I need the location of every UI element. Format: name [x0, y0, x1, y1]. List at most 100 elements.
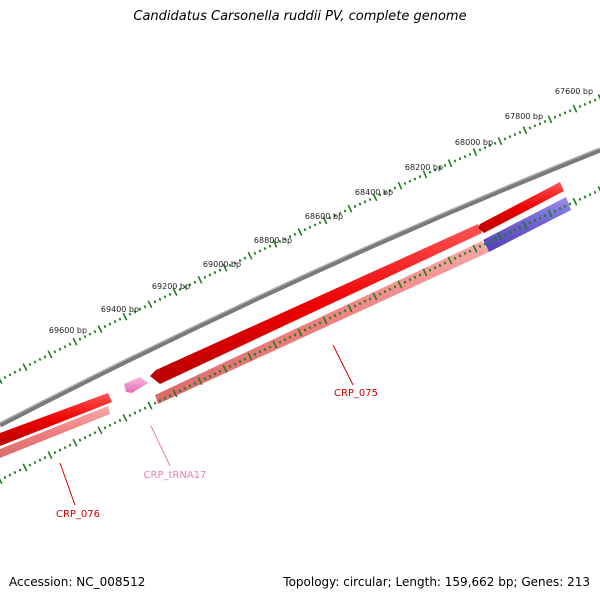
ruler-outer-minor-tick: [463, 155, 467, 159]
ruler-outer-major-tick: [447, 159, 453, 168]
ruler-inner-minor-tick: [208, 374, 212, 378]
ruler-inner-minor-tick: [243, 357, 247, 361]
ruler-inner-minor-tick: [78, 438, 82, 442]
ruler-inner-minor-tick: [518, 225, 522, 230]
ruler-outer-minor-tick: [553, 115, 557, 119]
ruler-position-label: 68200 bp: [405, 163, 443, 172]
ruler-inner-minor-tick: [368, 297, 372, 301]
ruler-inner-minor-tick: [263, 347, 267, 352]
forward-gene-arrow-68000[interactable]: [478, 182, 564, 233]
ruler-outer-minor-tick: [188, 283, 192, 287]
ruler-inner-minor-tick: [233, 362, 237, 366]
ruler-inner-major-tick: [347, 304, 353, 313]
ruler-outer-minor-tick: [113, 319, 117, 324]
ruler-inner-major-tick: [222, 364, 228, 373]
ruler-outer-major-tick: [597, 93, 600, 101]
ruler-outer-minor-tick: [228, 263, 232, 267]
ruler-inner-minor-tick: [483, 242, 487, 246]
ruler-inner-major-tick: [122, 413, 128, 422]
ruler-inner-minor-tick: [268, 345, 272, 349]
ruler-outer-minor-tick: [58, 347, 62, 351]
ruler-outer-minor-tick: [538, 122, 542, 126]
ruler-inner-minor-tick: [313, 323, 317, 327]
ruler-outer-major-tick: [247, 251, 253, 260]
ruler-inner-major-tick: [172, 389, 178, 398]
ruler-outer-minor-tick: [383, 191, 387, 195]
ruler-outer-minor-tick: [38, 357, 42, 362]
ruler-outer-minor-tick: [568, 109, 572, 113]
ruler-outer-major-tick: [272, 239, 278, 248]
ruler-inner-minor-tick: [588, 193, 592, 197]
crp-076-reverse-region[interactable]: [0, 406, 110, 458]
ruler-position-label: 69200 bp: [152, 282, 190, 291]
ruler-outer-minor-tick: [43, 355, 47, 359]
ruler-outer-minor-tick: [453, 159, 457, 163]
ruler-inner-minor-tick: [38, 458, 42, 462]
ruler-outer-minor-tick: [93, 330, 97, 334]
ruler-inner-minor-tick: [583, 195, 587, 199]
ruler-inner-minor-tick: [133, 411, 137, 415]
ruler-outer-minor-tick: [193, 280, 197, 284]
ruler-inner-major-tick: [272, 340, 278, 349]
genome-summary-text: Topology: circular; Length: 159,662 bp; …: [283, 575, 590, 589]
ruler-outer-minor-tick: [233, 261, 237, 265]
ruler-inner-minor-tick: [143, 406, 147, 410]
ruler-position-label: 68400 bp: [355, 188, 393, 197]
ruler-outer-major-tick: [22, 363, 28, 372]
ruler-inner-minor-tick: [528, 221, 532, 225]
feature-label-crp-076: CRP_076: [56, 509, 100, 520]
ruler-inner-minor-tick: [478, 244, 482, 249]
accession-text: Accession: NC_008512: [9, 575, 146, 589]
ruler-inner-minor-tick: [558, 207, 562, 211]
ruler-inner-major-tick: [97, 426, 103, 435]
ruler-inner-minor-tick: [183, 386, 187, 391]
ruler-outer-minor-tick: [53, 350, 57, 354]
ruler-outer-minor-tick: [458, 157, 462, 161]
ruler-outer-minor-tick: [133, 310, 137, 314]
ruler-outer-minor-tick: [318, 221, 322, 225]
ruler-inner-minor-tick: [468, 249, 472, 253]
ruler-outer-minor-tick: [468, 152, 472, 156]
ruler-inner-minor-tick: [178, 389, 182, 393]
ruler-position-label: 69600 bp: [49, 326, 87, 335]
ruler-inner-minor-tick: [493, 237, 497, 241]
ruler-outer-major-tick: [397, 181, 403, 190]
ruler-outer-minor-tick: [583, 102, 587, 106]
crp-075-forward-arrow[interactable]: [150, 224, 482, 384]
ruler-position-label: 67800 bp: [505, 112, 543, 121]
ruler-inner-minor-tick: [393, 285, 397, 289]
ruler-outer-minor-tick: [478, 148, 482, 152]
ruler-inner-minor-tick: [188, 384, 192, 388]
ruler-outer-minor-tick: [353, 204, 357, 208]
ruler-outer-minor-tick: [288, 235, 292, 239]
ruler-outer-minor-tick: [8, 373, 12, 377]
crp-trna17-arrow[interactable]: [124, 377, 148, 393]
ruler-inner-major-tick: [72, 438, 78, 447]
ruler-inner-minor-tick: [543, 214, 547, 218]
ruler-outer-minor-tick: [178, 287, 182, 292]
ruler-outer-minor-tick: [413, 177, 417, 181]
ruler-inner-minor-tick: [403, 280, 407, 284]
ruler-outer-minor-tick: [303, 228, 307, 232]
ruler-outer-minor-tick: [518, 130, 522, 134]
ruler-inner-minor-tick: [138, 408, 142, 413]
ruler-outer-minor-tick: [118, 317, 122, 321]
ruler-outer-minor-tick: [503, 137, 507, 141]
ruler-outer-minor-tick: [428, 170, 432, 174]
ruler-outer-major-tick: [422, 170, 428, 179]
ruler-inner-major-tick: [597, 186, 600, 192]
ruler-inner-minor-tick: [433, 266, 437, 270]
ruler-outer-minor-tick: [138, 307, 142, 311]
crp-076-gene-arrow[interactable]: [0, 393, 112, 446]
ruler-outer-major-tick: [522, 126, 528, 135]
ruler-outer-major-tick: [372, 193, 378, 202]
ruler-outer-minor-tick: [28, 362, 32, 367]
ruler-outer-minor-tick: [508, 135, 512, 139]
ruler-outer-minor-tick: [563, 111, 567, 115]
ruler-inner-minor-tick: [438, 263, 442, 268]
ruler-outer-minor-tick: [78, 337, 82, 341]
ruler-inner-minor-tick: [413, 275, 417, 279]
genome-backbone: [0, 147, 600, 428]
ruler-outer-minor-tick: [343, 209, 347, 213]
ruler-outer-major-tick: [547, 115, 553, 124]
